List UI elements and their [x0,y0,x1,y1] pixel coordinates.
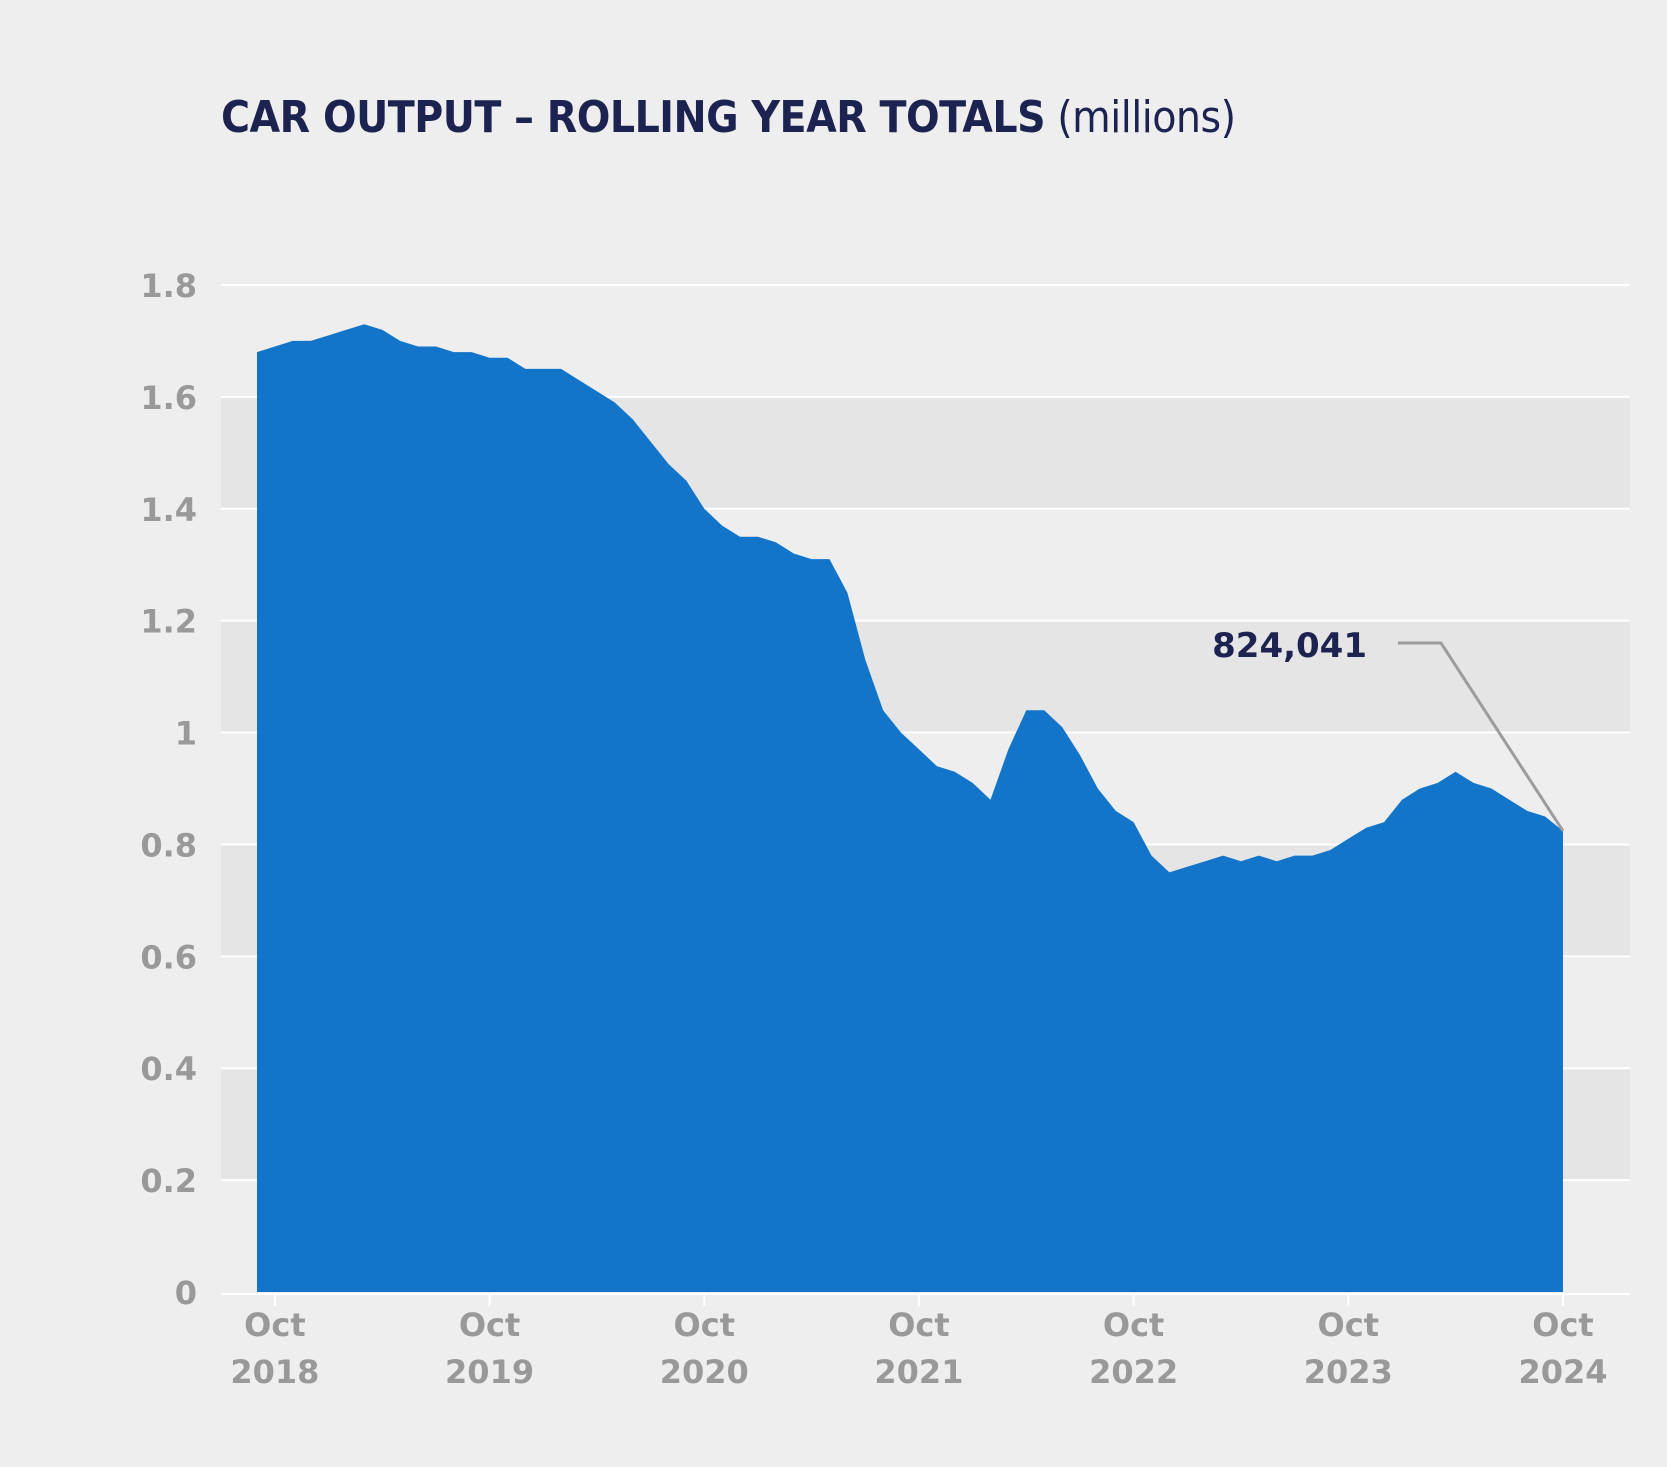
x-tick-month: Oct [1103,1306,1164,1344]
x-axis: Oct 2018 Oct 2019 Oct 2020 Oct 2021 Oct 2022 Oct 20… [221,1293,1630,1391]
annotation-label: 824,041 [1212,626,1367,666]
y-axis: 0 0.2 0.4 0.6 0.8 1 1.2 1.4 1.6 1.8 [140,267,197,1312]
x-tick-month: Oct [244,1306,305,1344]
y-tick-label: 1.8 [140,267,197,305]
chart-title-unit: (millions) [1057,92,1236,143]
x-tick-year: 2019 [445,1353,534,1391]
y-tick-label: 0 [175,1274,197,1312]
chart-title: CAR OUTPUT – ROLLING YEAR TOTALS (millio… [221,92,1236,143]
y-tick-label: 0.4 [140,1050,197,1088]
y-tick-label: 1 [175,715,197,753]
x-tick-month: Oct [1532,1306,1593,1344]
x-tick-year: 2022 [1089,1353,1178,1391]
y-tick-label: 1.4 [140,491,197,529]
annotation-leader-line [1398,641,1565,832]
x-tick-month: Oct [1318,1306,1379,1344]
x-tick-month: Oct [459,1306,520,1344]
x-tick-month: Oct [888,1306,949,1344]
y-tick-label: 1.2 [140,603,197,641]
y-tick-label: 0.2 [140,1162,197,1200]
x-tick-month: Oct [674,1306,735,1344]
chart-title-main: CAR OUTPUT – ROLLING YEAR TOTALS [221,92,1046,143]
x-tick-year: 2023 [1304,1353,1393,1391]
x-tick-year: 2020 [660,1353,749,1391]
x-tick-year: 2021 [874,1353,963,1391]
y-tick-label: 0.8 [140,826,197,864]
area-series [257,324,1563,1292]
annotation: 824,041 [1212,626,1565,832]
y-tick-label: 1.6 [140,379,197,417]
x-tick-year: 2024 [1518,1353,1607,1391]
y-tick-label: 0.6 [140,938,197,976]
x-tick-year: 2018 [230,1353,319,1391]
